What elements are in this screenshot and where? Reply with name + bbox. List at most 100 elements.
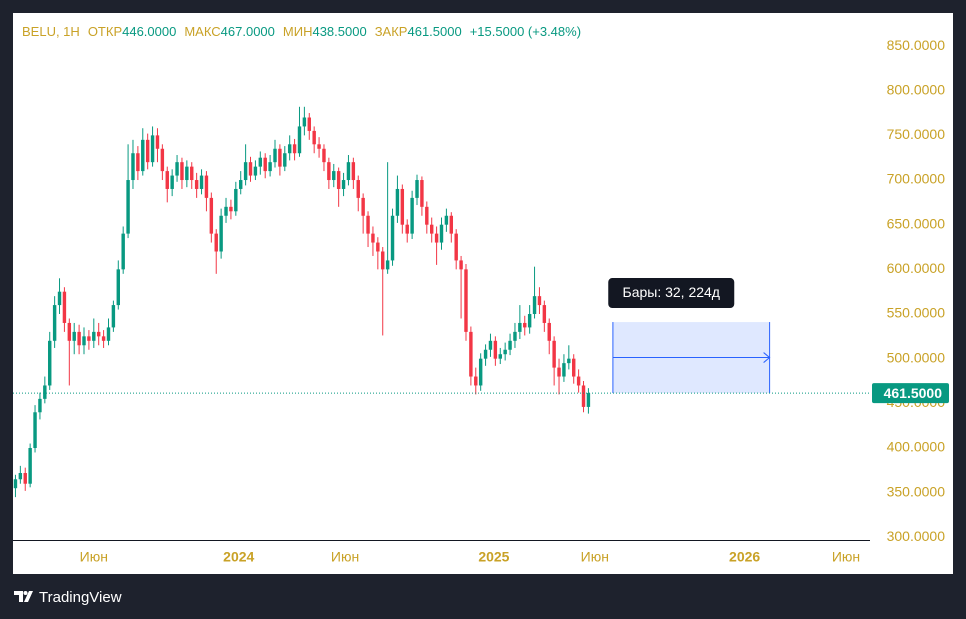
- candle-body: [317, 144, 321, 149]
- candle-body: [116, 269, 121, 306]
- x-tick-label: 2026: [729, 549, 760, 565]
- candle-body: [150, 135, 155, 163]
- candle-body: [33, 412, 37, 448]
- candle-body: [371, 233, 375, 243]
- candle-body: [136, 153, 140, 172]
- candle-body: [62, 291, 67, 323]
- candle-body: [52, 305, 57, 341]
- candle-body: [508, 340, 512, 350]
- candle-body: [361, 197, 365, 216]
- candle-body: [214, 233, 218, 252]
- candle-body: [23, 473, 27, 484]
- candle-body: [43, 385, 47, 399]
- y-tick-label: 400.0000: [887, 439, 946, 455]
- candle-body: [185, 166, 189, 181]
- y-tick-label: 750.0000: [887, 126, 946, 142]
- candle-body: [385, 260, 390, 270]
- candle-body: [18, 473, 23, 480]
- candle-body: [518, 322, 522, 332]
- candle-body: [145, 139, 150, 163]
- candle-body: [224, 206, 228, 216]
- candle-body: [72, 331, 76, 341]
- candle-body: [48, 340, 52, 386]
- change: +15.5000 (+3.48%): [470, 24, 581, 39]
- candle-body: [581, 385, 586, 407]
- candle-body: [542, 305, 547, 323]
- chart-panel: [13, 13, 953, 574]
- candle-body: [474, 376, 478, 386]
- candle-body: [82, 336, 86, 346]
- candle-body: [273, 148, 277, 163]
- candle-body: [101, 336, 106, 341]
- candle-body: [302, 117, 307, 127]
- y-tick-label: 300.0000: [887, 528, 946, 544]
- measure-label-box: [608, 278, 735, 309]
- candle-body: [449, 215, 454, 234]
- candle-body: [239, 180, 243, 189]
- candle-body: [28, 447, 32, 484]
- candle-body: [381, 251, 385, 270]
- candle-body: [557, 367, 561, 377]
- x-tick-label: Июн: [581, 549, 609, 565]
- candle-body: [434, 233, 439, 243]
- candle-body: [346, 162, 351, 181]
- candle-body: [263, 157, 267, 172]
- candle-body: [439, 224, 444, 243]
- low-value: 438.5000: [312, 24, 366, 39]
- candle-body: [366, 215, 370, 234]
- candle-body: [356, 180, 360, 198]
- candle-body: [77, 331, 81, 346]
- candle-body: [478, 358, 483, 386]
- candle-body: [493, 340, 498, 359]
- candle-body: [199, 175, 204, 189]
- candle-body: [278, 148, 282, 167]
- logo: [14, 591, 33, 602]
- candle-body: [160, 148, 165, 172]
- candle-body: [111, 305, 116, 328]
- candle-body: [234, 188, 238, 212]
- candle-body: [405, 224, 409, 234]
- brand: TradingView: [39, 589, 122, 606]
- candle-body: [429, 224, 434, 234]
- candle-body: [96, 331, 101, 337]
- candle-body: [336, 171, 341, 189]
- candle-body: [258, 157, 263, 167]
- close-value: 461.5000: [407, 24, 461, 39]
- candle-body: [513, 331, 517, 341]
- candle-body: [552, 340, 556, 368]
- candle-body: [131, 153, 135, 181]
- candle-body: [532, 296, 537, 315]
- candle-body: [586, 393, 591, 407]
- candle-body: [537, 296, 542, 306]
- candle-body: [190, 166, 194, 181]
- candle-body: [287, 144, 292, 154]
- y-tick-label: 650.0000: [887, 215, 946, 231]
- candle-body: [204, 175, 209, 198]
- candle-body: [229, 206, 233, 212]
- logo-icon: [14, 591, 33, 602]
- candle-body: [175, 162, 179, 176]
- candle-body: [292, 144, 297, 154]
- candle-body: [400, 188, 405, 225]
- candle-body: [312, 130, 316, 145]
- candle-body: [307, 117, 311, 131]
- candle-body: [527, 314, 532, 328]
- candle-body: [121, 233, 125, 270]
- last-price-box: [872, 383, 949, 404]
- candle-body: [253, 166, 258, 176]
- candle-body: [425, 206, 429, 225]
- x-tick-label: 2025: [478, 549, 509, 565]
- candle-body: [395, 188, 400, 216]
- last-price-label: 461.5000: [884, 385, 943, 401]
- y-tick-label: 600.0000: [887, 260, 946, 276]
- candle-body: [327, 162, 331, 181]
- candle-body: [13, 479, 18, 489]
- candle-body: [376, 242, 380, 252]
- candle-body: [283, 153, 287, 167]
- candle-body: [469, 331, 473, 377]
- candle-body: [415, 180, 419, 198]
- candle-body: [92, 331, 96, 341]
- candle-body: [322, 148, 326, 163]
- candle-body: [503, 349, 507, 355]
- symbol: BELU, 1H: [22, 24, 80, 39]
